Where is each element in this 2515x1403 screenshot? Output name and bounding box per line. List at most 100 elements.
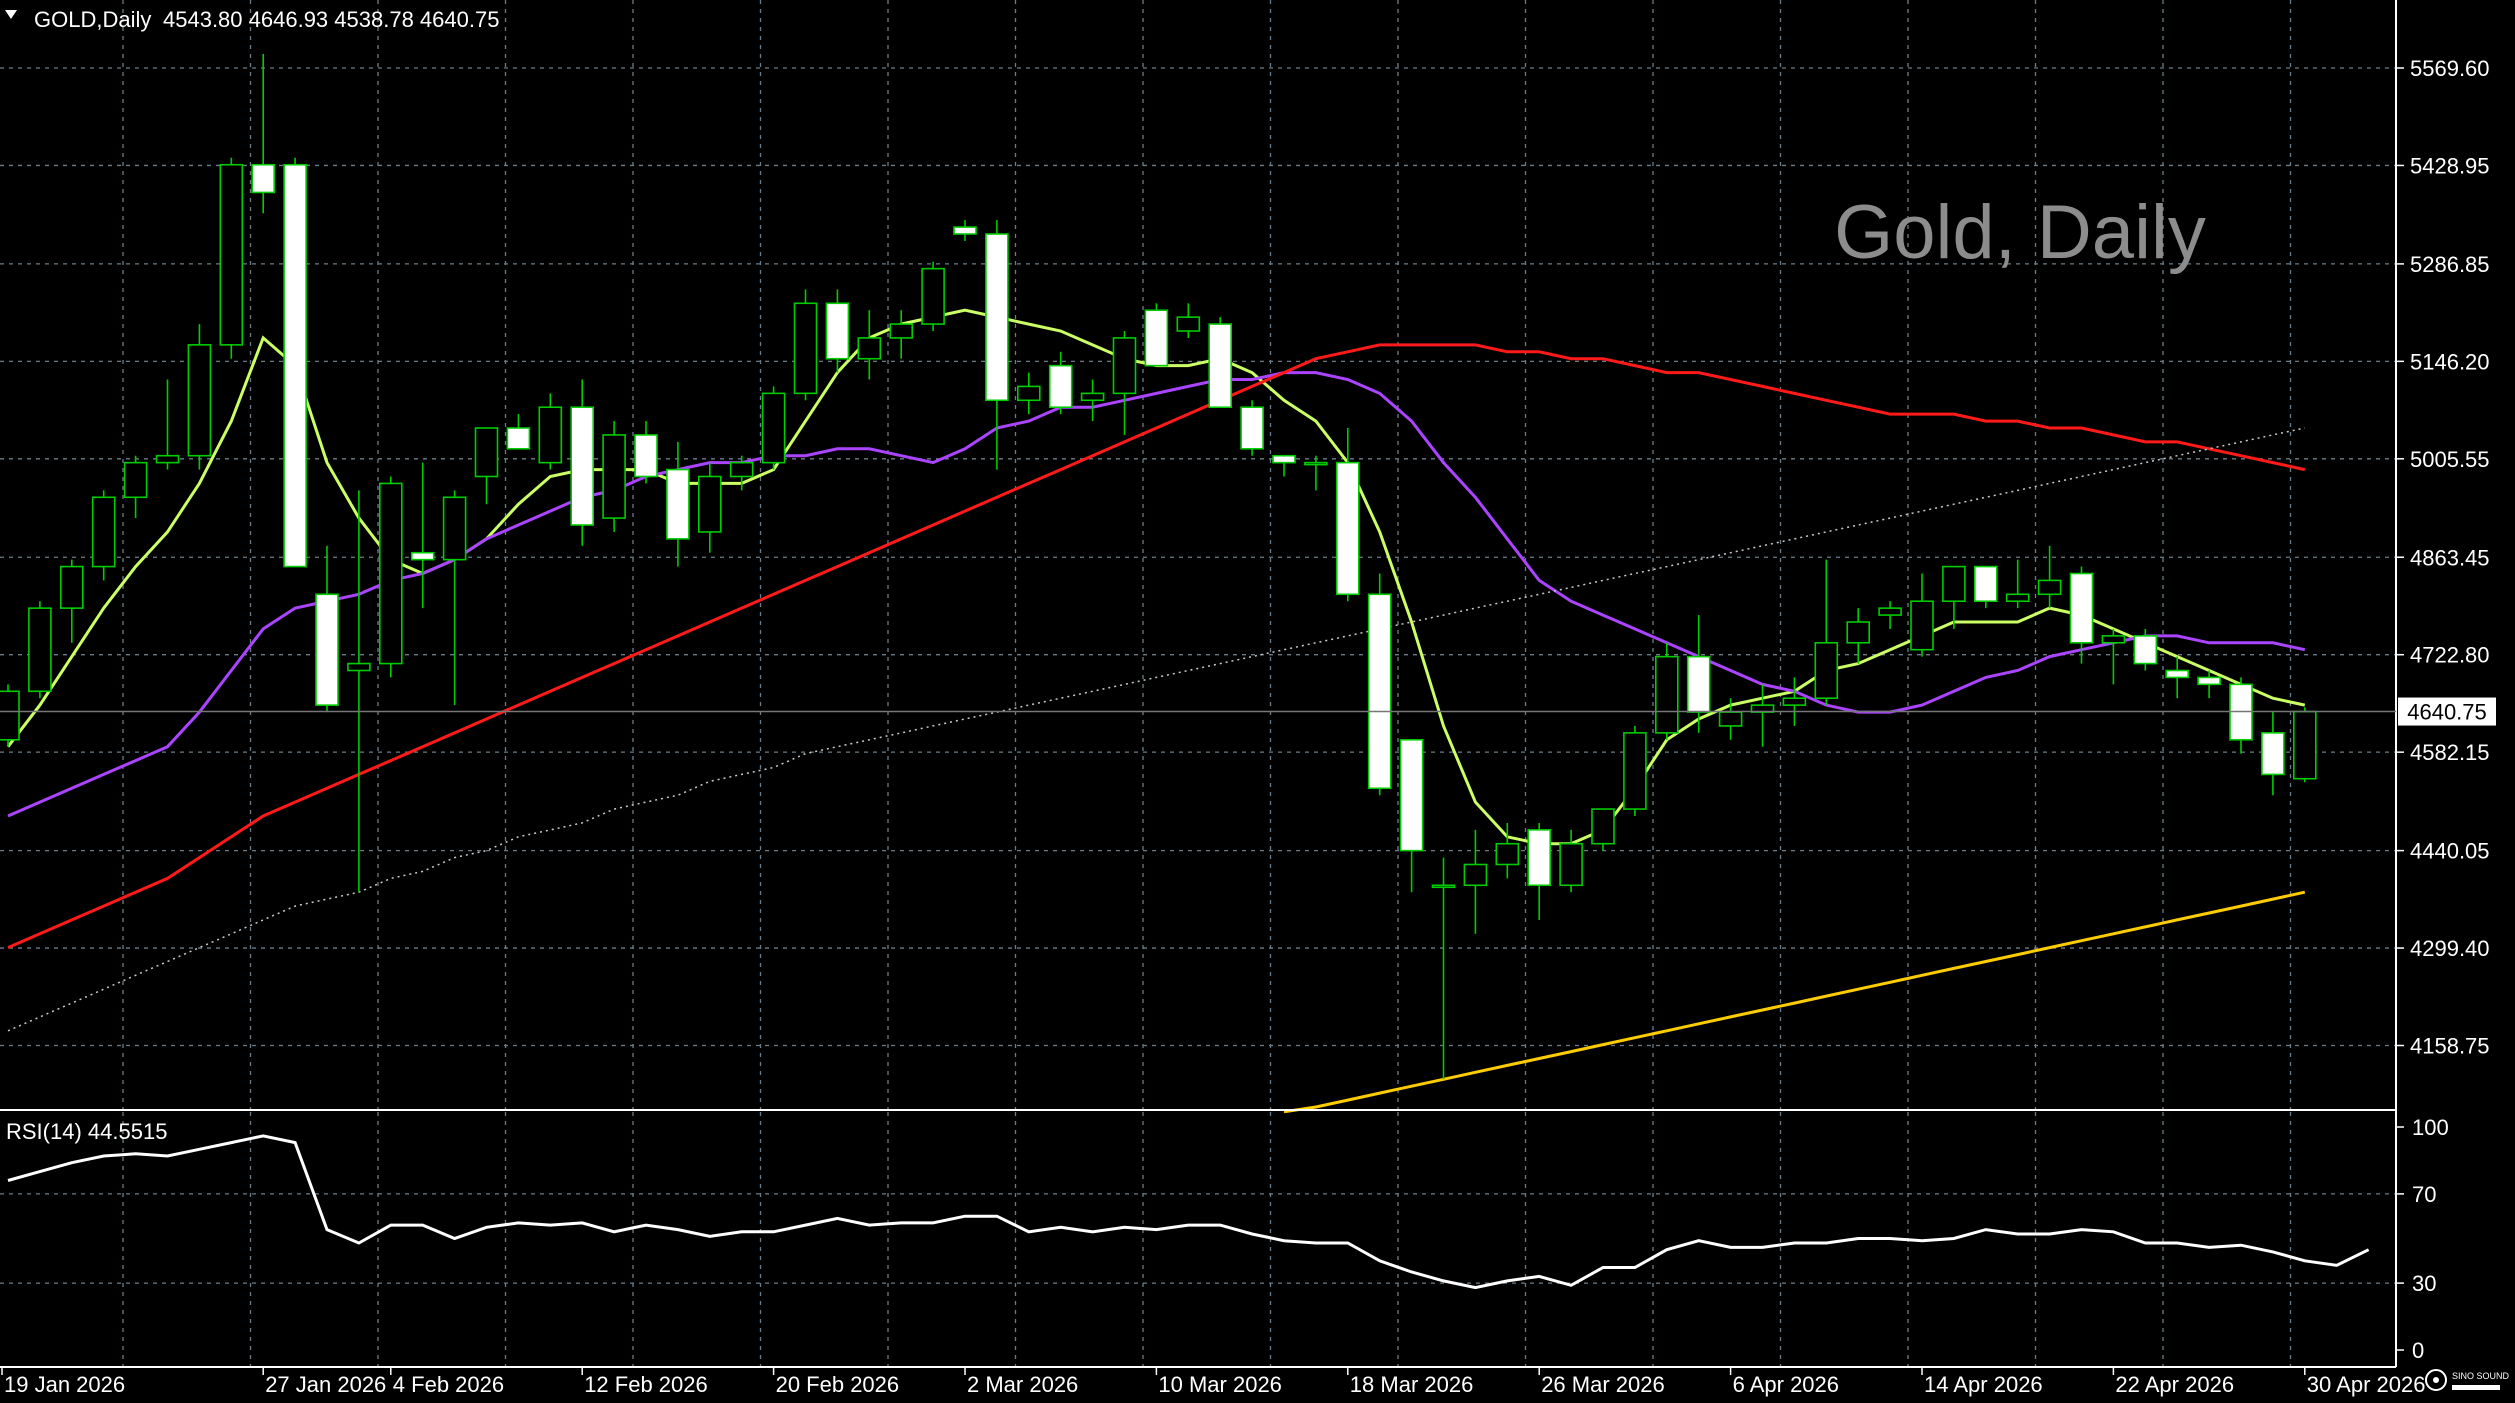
candle-body-bear	[1208, 323, 1232, 409]
candle[interactable]	[1814, 559, 1839, 706]
candle[interactable]	[1910, 573, 1934, 657]
candle[interactable]	[1686, 615, 1711, 733]
candle[interactable]	[1080, 379, 1105, 422]
price-axis[interactable]: 5569.60 5428.95 5286.85 5146.20 5005.55 4863.…	[2396, 56, 2490, 1059]
candle[interactable]	[1718, 698, 1743, 740]
time-axis[interactable]: 19 Jan 2026 27 Jan 2026 4 Feb 2026 12 Feb 2…	[1, 1367, 2425, 1397]
price-tick-label: 4722.80	[2410, 643, 2490, 668]
candle[interactable]	[697, 462, 722, 553]
candle[interactable]	[602, 421, 626, 532]
candle[interactable]	[1176, 303, 1201, 338]
candle[interactable]	[953, 220, 977, 241]
candle[interactable]	[2037, 545, 2062, 609]
candle[interactable]	[2165, 656, 2189, 699]
triangle-down-icon[interactable]	[5, 10, 17, 19]
candle[interactable]	[825, 289, 850, 373]
candle[interactable]	[1048, 351, 1073, 415]
candle[interactable]	[283, 157, 307, 568]
candle[interactable]	[59, 559, 84, 643]
candle[interactable]	[570, 379, 595, 546]
candle[interactable]	[187, 324, 212, 470]
candle[interactable]	[219, 157, 244, 359]
candle[interactable]	[123, 455, 148, 519]
candle[interactable]	[1016, 372, 1041, 415]
candle[interactable]	[1367, 573, 1392, 796]
candle[interactable]	[1240, 400, 1264, 456]
candle[interactable]	[1495, 822, 1520, 879]
candle[interactable]	[2197, 670, 2221, 699]
candle[interactable]	[634, 421, 658, 484]
candle-body-bear	[2261, 732, 2285, 776]
candle[interactable]	[793, 289, 818, 401]
candle[interactable]	[1942, 565, 1966, 629]
candle-body-bull	[1112, 337, 1137, 395]
candle-body-bear	[1686, 655, 1711, 713]
candle[interactable]	[2069, 566, 2094, 664]
candle[interactable]	[91, 490, 116, 581]
candle-body-bull	[1431, 884, 1456, 889]
candle[interactable]	[761, 386, 786, 470]
price-tick-label: 5428.95	[2410, 153, 2490, 178]
candle[interactable]	[28, 601, 52, 699]
candle[interactable]	[251, 53, 275, 214]
candlestick-series[interactable]	[0, 53, 2317, 1080]
candle[interactable]	[1527, 822, 1551, 920]
candle[interactable]	[1336, 428, 1360, 602]
candle[interactable]	[2133, 628, 2158, 671]
candle[interactable]	[1463, 829, 1488, 934]
candle-body-bear	[315, 593, 339, 706]
candle[interactable]	[0, 684, 20, 747]
candle-body-bull	[857, 337, 882, 360]
price-tick-label: 4299.40	[2410, 936, 2490, 961]
candle[interactable]	[1623, 725, 1647, 816]
candle[interactable]	[921, 261, 945, 332]
candle[interactable]	[1655, 642, 1679, 740]
candle[interactable]	[1559, 829, 1583, 893]
candle[interactable]	[538, 393, 563, 470]
candle[interactable]	[2261, 712, 2285, 796]
candle[interactable]	[347, 490, 371, 893]
candle[interactable]	[1974, 565, 1998, 609]
candle[interactable]	[1272, 454, 1296, 477]
candle[interactable]	[985, 220, 1009, 470]
candle[interactable]	[506, 414, 531, 450]
candle[interactable]	[315, 545, 339, 713]
candle[interactable]	[1399, 738, 1424, 893]
candle[interactable]	[1591, 808, 1615, 851]
candle[interactable]	[666, 441, 690, 567]
candle[interactable]	[729, 455, 754, 491]
candle[interactable]	[2293, 707, 2317, 783]
logo-text: SINO SOUND	[2452, 1371, 2510, 1381]
candle[interactable]	[1304, 455, 1328, 491]
candle[interactable]	[1846, 608, 1870, 664]
candle[interactable]	[2005, 559, 2030, 609]
candle[interactable]	[474, 427, 499, 505]
current-price-label: 4640.75	[2407, 700, 2487, 725]
candle[interactable]	[1112, 331, 1137, 435]
candle-body-bull	[1016, 385, 1041, 402]
rsi-axis[interactable]: 100 70 30 0	[2396, 1115, 2449, 1363]
candle[interactable]	[410, 462, 435, 609]
candle[interactable]	[1878, 601, 1902, 629]
candle[interactable]	[1782, 677, 1807, 726]
candle[interactable]	[442, 490, 467, 706]
rsi-tick-label: 100	[2412, 1115, 2449, 1140]
time-tick-label: 22 Apr 2026	[2115, 1372, 2234, 1397]
candle[interactable]	[1144, 303, 1169, 367]
candle[interactable]	[378, 476, 403, 678]
candle-body-bear	[666, 468, 690, 540]
ohlc-label: 4543.80 4646.93 4538.78 4640.75	[163, 7, 499, 32]
candle[interactable]	[857, 310, 882, 380]
price-tick-label: 5146.20	[2410, 349, 2490, 374]
candle-body-bull	[1942, 565, 1966, 603]
candle[interactable]	[155, 379, 180, 470]
candle[interactable]	[1208, 317, 1232, 409]
candle[interactable]	[889, 310, 914, 359]
candle-body-bull	[187, 344, 212, 457]
candle[interactable]	[2101, 628, 2126, 685]
rsi-tick-label: 30	[2412, 1271, 2436, 1296]
candle-body-bull	[1878, 607, 1902, 616]
candle[interactable]	[1431, 857, 1456, 1080]
candle-body-bull	[921, 267, 945, 325]
